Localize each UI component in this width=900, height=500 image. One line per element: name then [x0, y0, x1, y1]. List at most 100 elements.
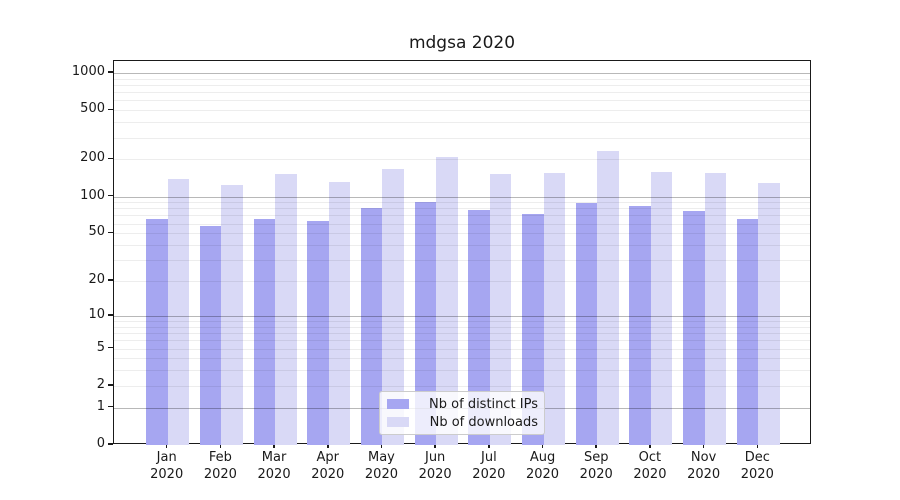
bar-downloads-oct	[650, 172, 673, 445]
gridline-minor	[114, 348, 810, 350]
gridline-minor	[114, 202, 810, 204]
x-tick-year: 2020	[364, 467, 398, 482]
y-tick-label: 1000	[71, 64, 105, 79]
y-tick-mark	[108, 314, 113, 316]
x-tick-year: 2020	[579, 467, 613, 482]
y-tick-label: 20	[88, 272, 105, 288]
gridline-minor	[114, 223, 810, 225]
legend-item: Nb of downloads	[386, 415, 538, 430]
x-tick-label: Jul 2020	[459, 449, 519, 483]
bar-downloads-dec	[758, 183, 780, 445]
x-tick-month: Apr	[316, 450, 340, 465]
bar-downloads-nov	[704, 172, 727, 445]
x-tick-mark	[756, 444, 759, 448]
bar-distinct-ips-mar	[253, 218, 276, 445]
gridline-minor	[114, 340, 810, 342]
plot-area	[113, 60, 811, 445]
gridline-minor	[114, 159, 810, 161]
bar-distinct-ips-may	[360, 207, 383, 445]
chart-title: mdgsa 2020	[408, 33, 516, 53]
y-tick-mark	[108, 346, 113, 349]
x-tick-label: Aug 2020	[513, 449, 573, 483]
x-tick-month: Aug	[529, 450, 556, 465]
bar-downloads-feb	[221, 184, 243, 445]
x-tick-month: Oct	[638, 450, 662, 465]
gridline-minor	[114, 358, 810, 360]
x-tick-month: May	[368, 450, 395, 465]
y-tick-label: 0	[96, 436, 105, 451]
y-tick-label: 5	[96, 339, 105, 355]
x-tick-year: 2020	[525, 467, 560, 482]
bar-distinct-ips-oct	[629, 205, 651, 445]
x-tick-label: Apr 2020	[298, 449, 358, 483]
x-tick-label: Feb 2020	[190, 449, 250, 483]
gridline-minor	[114, 92, 810, 94]
x-tick-month: Sep	[583, 450, 609, 465]
legend-item: Nb of distinct IPs	[386, 397, 538, 412]
x-tick-month: Dec	[744, 450, 770, 465]
bar-downloads-jan	[167, 179, 190, 445]
x-tick-month: Nov	[690, 450, 717, 465]
bar-distinct-ips-apr	[307, 221, 329, 445]
gridline-minor	[114, 245, 810, 247]
bar-downloads-jul	[489, 174, 512, 445]
bar-distinct-ips-aug	[522, 213, 544, 445]
gridline-minor	[114, 333, 810, 335]
x-tick-year: 2020	[311, 467, 345, 482]
bar-downloads-apr	[328, 182, 351, 445]
bar-downloads-sep	[597, 151, 619, 445]
x-tick-mark	[165, 444, 168, 448]
y-tick-mark	[108, 157, 113, 160]
x-tick-mark	[488, 444, 490, 448]
bar-downloads-jun	[436, 156, 458, 445]
gridline-minor	[114, 208, 810, 210]
gridline-minor	[114, 233, 810, 235]
x-tick-label: Jun 2020	[405, 449, 465, 483]
gridline-minor	[114, 78, 810, 80]
x-tick-label: Oct 2020	[620, 449, 680, 483]
y-tick-mark	[108, 384, 113, 386]
bar-distinct-ips-feb	[199, 226, 222, 445]
x-tick-year: 2020	[203, 467, 237, 482]
x-tick-mark	[595, 444, 597, 448]
x-tick-label: Dec 2020	[727, 449, 787, 483]
gridline-minor	[114, 110, 810, 112]
x-tick-month: Jan	[156, 450, 177, 465]
bar-distinct-ips-nov	[683, 211, 705, 445]
legend-swatch	[387, 399, 409, 409]
x-tick-mark	[434, 444, 436, 448]
y-tick-mark	[108, 405, 113, 408]
x-tick-year: 2020	[633, 467, 667, 482]
y-tick-mark	[108, 231, 113, 234]
x-tick-label: Nov 2020	[674, 449, 734, 483]
x-tick-year: 2020	[687, 467, 721, 482]
gridline-minor	[114, 326, 810, 328]
y-tick-label: 10	[88, 306, 105, 322]
gridline-major	[114, 73, 810, 74]
x-tick-mark	[702, 444, 705, 448]
y-tick-label: 2	[96, 376, 105, 392]
legend-item-label: Nb of distinct IPs	[429, 396, 538, 412]
gridline-minor	[114, 385, 810, 387]
x-tick-mark	[219, 444, 222, 448]
y-tick-mark	[108, 279, 113, 281]
x-tick-month: Jun	[424, 450, 446, 465]
x-tick-label: Sep 2020	[566, 449, 626, 483]
y-tick-mark	[108, 71, 113, 73]
bar-downloads-aug	[543, 173, 565, 445]
bar-distinct-ips-dec	[736, 218, 759, 445]
bar-distinct-ips-jul	[468, 209, 490, 445]
y-tick-label: 200	[80, 150, 105, 166]
y-tick-mark	[108, 108, 113, 111]
x-tick-month: Feb	[208, 450, 232, 465]
gridline-minor	[114, 215, 810, 217]
x-tick-label: May 2020	[351, 449, 411, 483]
gridline-minor	[114, 137, 810, 139]
bar-distinct-ips-jan	[146, 218, 168, 445]
bar-distinct-ips-jun	[414, 201, 437, 445]
gridline-minor	[114, 122, 810, 124]
gridline-major	[114, 196, 810, 198]
legend-item-label: Nb of downloads	[429, 414, 538, 430]
x-tick-mark	[649, 444, 651, 448]
